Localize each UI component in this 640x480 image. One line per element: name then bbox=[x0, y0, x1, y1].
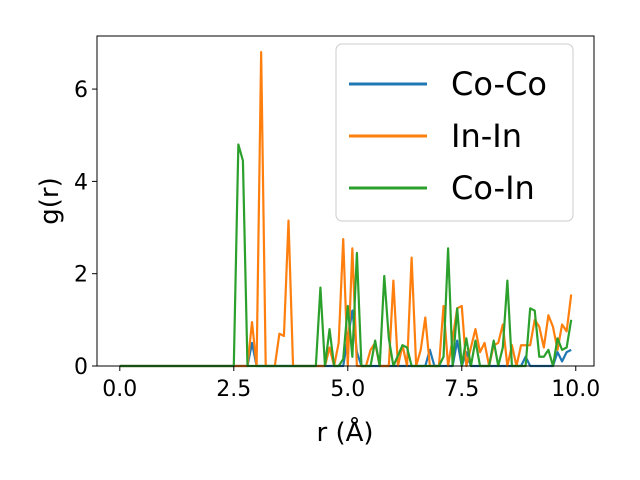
legend-label: In-In bbox=[451, 117, 522, 155]
x-tick-label: 7.5 bbox=[444, 377, 479, 402]
x-tick-label: 2.5 bbox=[216, 377, 251, 402]
legend-box bbox=[335, 43, 574, 222]
x-axis: 0.0 2.5 5.0 7.5 10.0 bbox=[102, 366, 600, 402]
y-tick-label: 2 bbox=[74, 263, 88, 288]
y-axis-label: g(r) bbox=[35, 177, 65, 224]
y-axis: 0 2 4 6 bbox=[74, 78, 97, 380]
x-tick-label: 5.0 bbox=[330, 377, 365, 402]
series-line-2 bbox=[119, 143, 573, 368]
x-axis-label: r (Å) bbox=[316, 416, 373, 448]
legend-label: Co-Co bbox=[451, 65, 547, 103]
x-tick-label: 0.0 bbox=[102, 377, 137, 402]
legend-label: Co-In bbox=[451, 169, 535, 207]
y-tick-label: 0 bbox=[74, 355, 88, 380]
legend: Co-Co In-In Co-In bbox=[335, 43, 574, 222]
x-tick-label: 10.0 bbox=[551, 377, 600, 402]
y-tick-label: 6 bbox=[74, 78, 88, 103]
plot-frame bbox=[96, 35, 595, 367]
y-tick-label: 4 bbox=[74, 170, 88, 195]
